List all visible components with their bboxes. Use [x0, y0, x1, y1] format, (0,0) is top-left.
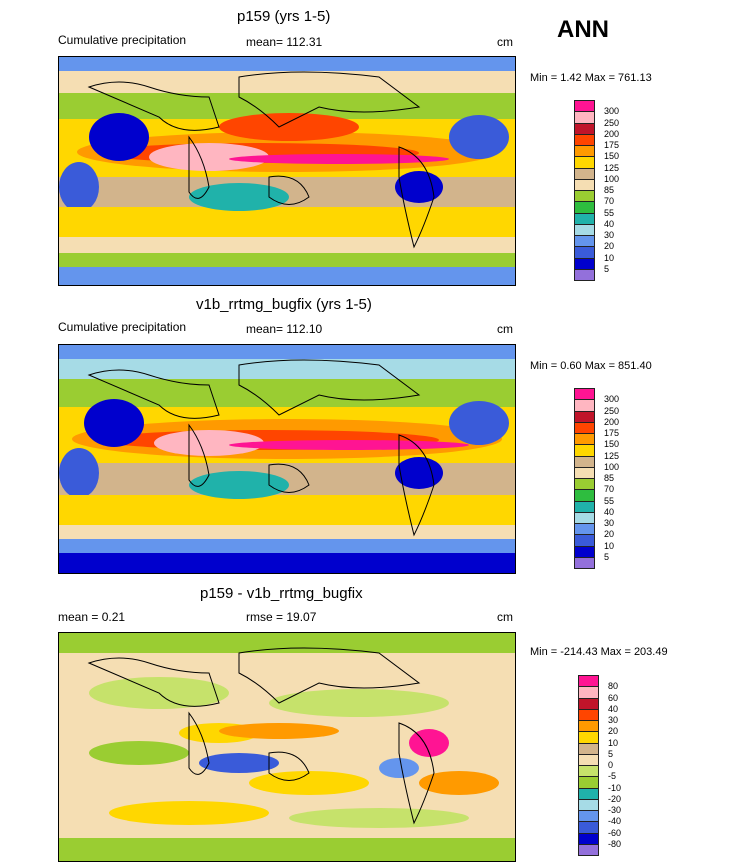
- panel-units: cm: [497, 35, 513, 49]
- panel-units: cm: [497, 610, 513, 624]
- colorbar-label: -40: [608, 816, 622, 827]
- colorbar-label: 20: [608, 726, 619, 737]
- colorbar: 300 250 200 175 150 125 100 85 70 55 40 30 20 10 5: [574, 100, 634, 281]
- panel-title: p159 - v1b_rrtmg_bugfix: [200, 585, 363, 602]
- panel-left-label: mean = 0.21: [58, 610, 126, 624]
- colorbar-swatch: [574, 268, 595, 281]
- panel-mean-label: mean= 112.10: [246, 322, 323, 336]
- colorbar-label: 80: [608, 681, 619, 692]
- colorbar-label: 200: [604, 128, 620, 139]
- panel-left-label: Cumulative precipitation: [58, 33, 187, 47]
- colorbar-label: -30: [608, 805, 622, 815]
- colorbar-label: 40: [604, 218, 615, 229]
- colorbar-label: 30: [604, 518, 615, 528]
- colorbar-label: 175: [604, 140, 620, 150]
- season-label: ANN: [557, 16, 609, 43]
- colorbar-label: 55: [604, 495, 615, 506]
- colorbar-label: 60: [608, 692, 619, 703]
- colorbar-label: 100: [604, 173, 620, 184]
- colorbar-label: -5: [608, 771, 617, 782]
- colorbar-label: -60: [608, 827, 622, 838]
- colorbar-label: 5: [604, 551, 610, 562]
- colorbar-label: 40: [604, 506, 615, 517]
- colorbar-label: 20: [604, 529, 615, 540]
- colorbar-label: -80: [608, 838, 622, 849]
- colorbar-label: -20: [608, 793, 622, 804]
- map-field: [59, 633, 515, 861]
- colorbar-label: 150: [604, 439, 620, 450]
- colorbar-swatch: [578, 843, 599, 856]
- colorbar-label: 70: [604, 484, 615, 495]
- colorbar-label: 200: [604, 416, 620, 427]
- colorbar-label: 175: [604, 428, 620, 438]
- colorbar-label: 100: [604, 461, 620, 472]
- precip-map: [58, 344, 516, 574]
- colorbar-label: 85: [604, 185, 615, 195]
- colorbar-label: 125: [604, 162, 620, 173]
- panel-left-label: Cumulative precipitation: [58, 320, 187, 334]
- colorbar-label: 125: [604, 450, 620, 461]
- panel-title: p159 (yrs 1-5): [237, 8, 331, 25]
- colorbar-label: 85: [604, 473, 615, 483]
- panel-mean-label: mean= 112.31: [246, 35, 323, 49]
- colorbar-label: 40: [608, 703, 619, 714]
- colorbar-label: 5: [604, 263, 610, 274]
- precip-map: [58, 56, 516, 286]
- panel-minmax: Min = -214.43 Max = 203.49: [530, 646, 668, 658]
- panel-title: v1b_rrtmg_bugfix (yrs 1-5): [196, 296, 372, 313]
- colorbar-label: 0: [608, 760, 614, 770]
- colorbar-label: 30: [604, 230, 615, 240]
- colorbar-label: 30: [608, 715, 619, 725]
- colorbar-label: 300: [604, 394, 620, 405]
- colorbar-label: 55: [604, 207, 615, 218]
- colorbar: 80 60 40 30 20 10 5 0 -5 -10 -20 -30 -40 -60 -80: [578, 675, 638, 856]
- panel-units: cm: [497, 322, 513, 336]
- colorbar-label: -10: [608, 782, 622, 793]
- map-field: [59, 345, 515, 573]
- colorbar-swatch: [574, 556, 595, 569]
- colorbar-label: 150: [604, 151, 620, 162]
- colorbar: 300 250 200 175 150 125 100 85 70 55 40 30 20 10 5: [574, 388, 634, 569]
- map-field: [59, 57, 515, 285]
- colorbar-label: 250: [604, 405, 620, 416]
- colorbar-label: 10: [604, 540, 615, 551]
- colorbar-label: 10: [604, 252, 615, 263]
- colorbar-label: 300: [604, 106, 620, 117]
- colorbar-label: 250: [604, 117, 620, 128]
- colorbar-label: 5: [608, 748, 614, 759]
- colorbar-label: 70: [604, 196, 615, 207]
- panel-minmax: Min = 1.42 Max = 761.13: [530, 72, 652, 84]
- colorbar-label: 10: [608, 737, 619, 748]
- difference-map: [58, 632, 516, 862]
- colorbar-label: 20: [604, 241, 615, 252]
- panel-minmax: Min = 0.60 Max = 851.40: [530, 360, 652, 372]
- panel-rmse-label: rmse = 19.07: [246, 610, 317, 624]
